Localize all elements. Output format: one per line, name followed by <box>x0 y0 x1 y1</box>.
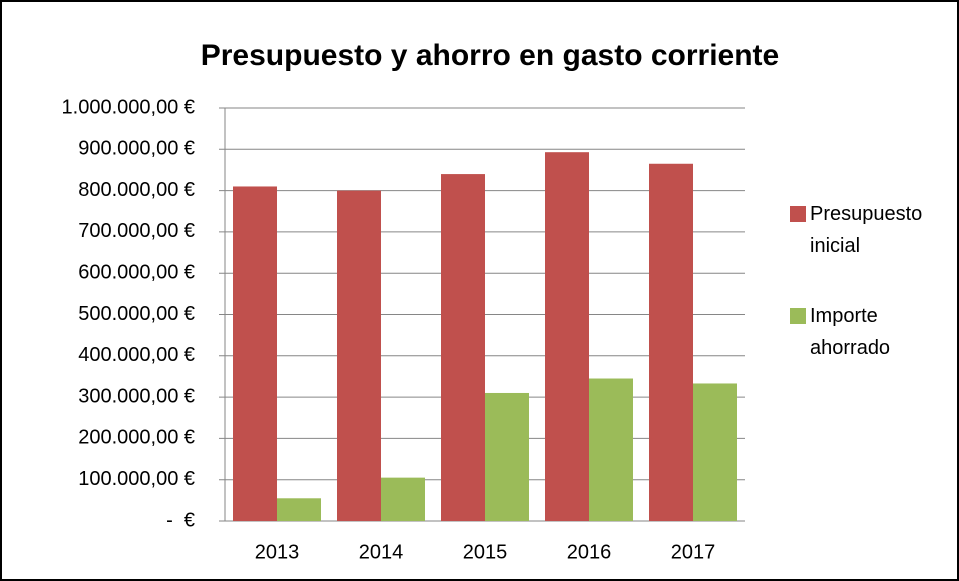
x-tick-label: 2016 <box>567 541 612 563</box>
bar <box>441 174 485 521</box>
y-tick-label: 900.000,00 € <box>78 138 195 160</box>
y-tick-label: 300.000,00 € <box>78 385 195 407</box>
legend-item: Presupuesto inicial <box>790 198 957 262</box>
legend: Presupuesto inicial Importe ahorrado <box>790 198 957 402</box>
x-tick-label: 2014 <box>359 541 404 563</box>
legend-label: Importe ahorrado <box>810 305 891 359</box>
x-tick-label: 2015 <box>463 541 508 563</box>
bar <box>337 190 381 521</box>
y-tick-label: 200.000,00 € <box>78 427 195 449</box>
legend-label: Presupuesto inicial <box>810 203 923 257</box>
y-tick-label: 500.000,00 € <box>78 303 195 325</box>
bar <box>277 498 321 521</box>
y-tick-label: 100.000,00 € <box>78 468 195 490</box>
y-tick-label: 1.000.000,00 € <box>62 96 195 118</box>
chart-title: Presupuesto y ahorro en gasto corriente <box>201 39 779 72</box>
bar <box>381 477 425 521</box>
legend-swatch <box>790 308 806 324</box>
x-tick-label: 2017 <box>671 541 716 563</box>
bar <box>545 152 589 522</box>
bar <box>693 383 737 521</box>
y-tick-label: 800.000,00 € <box>78 179 195 201</box>
bar <box>589 378 633 521</box>
bar <box>485 392 529 521</box>
legend-item: Importe ahorrado <box>790 300 957 364</box>
bar <box>233 186 277 521</box>
x-tick-label: 2013 <box>255 541 300 563</box>
y-tick-label: 700.000,00 € <box>78 220 195 242</box>
y-tick-label: 400.000,00 € <box>78 344 195 366</box>
y-tick-label: - € <box>166 509 195 531</box>
bar <box>649 163 693 521</box>
legend-swatch <box>790 206 806 222</box>
y-tick-label: 600.000,00 € <box>78 261 195 283</box>
